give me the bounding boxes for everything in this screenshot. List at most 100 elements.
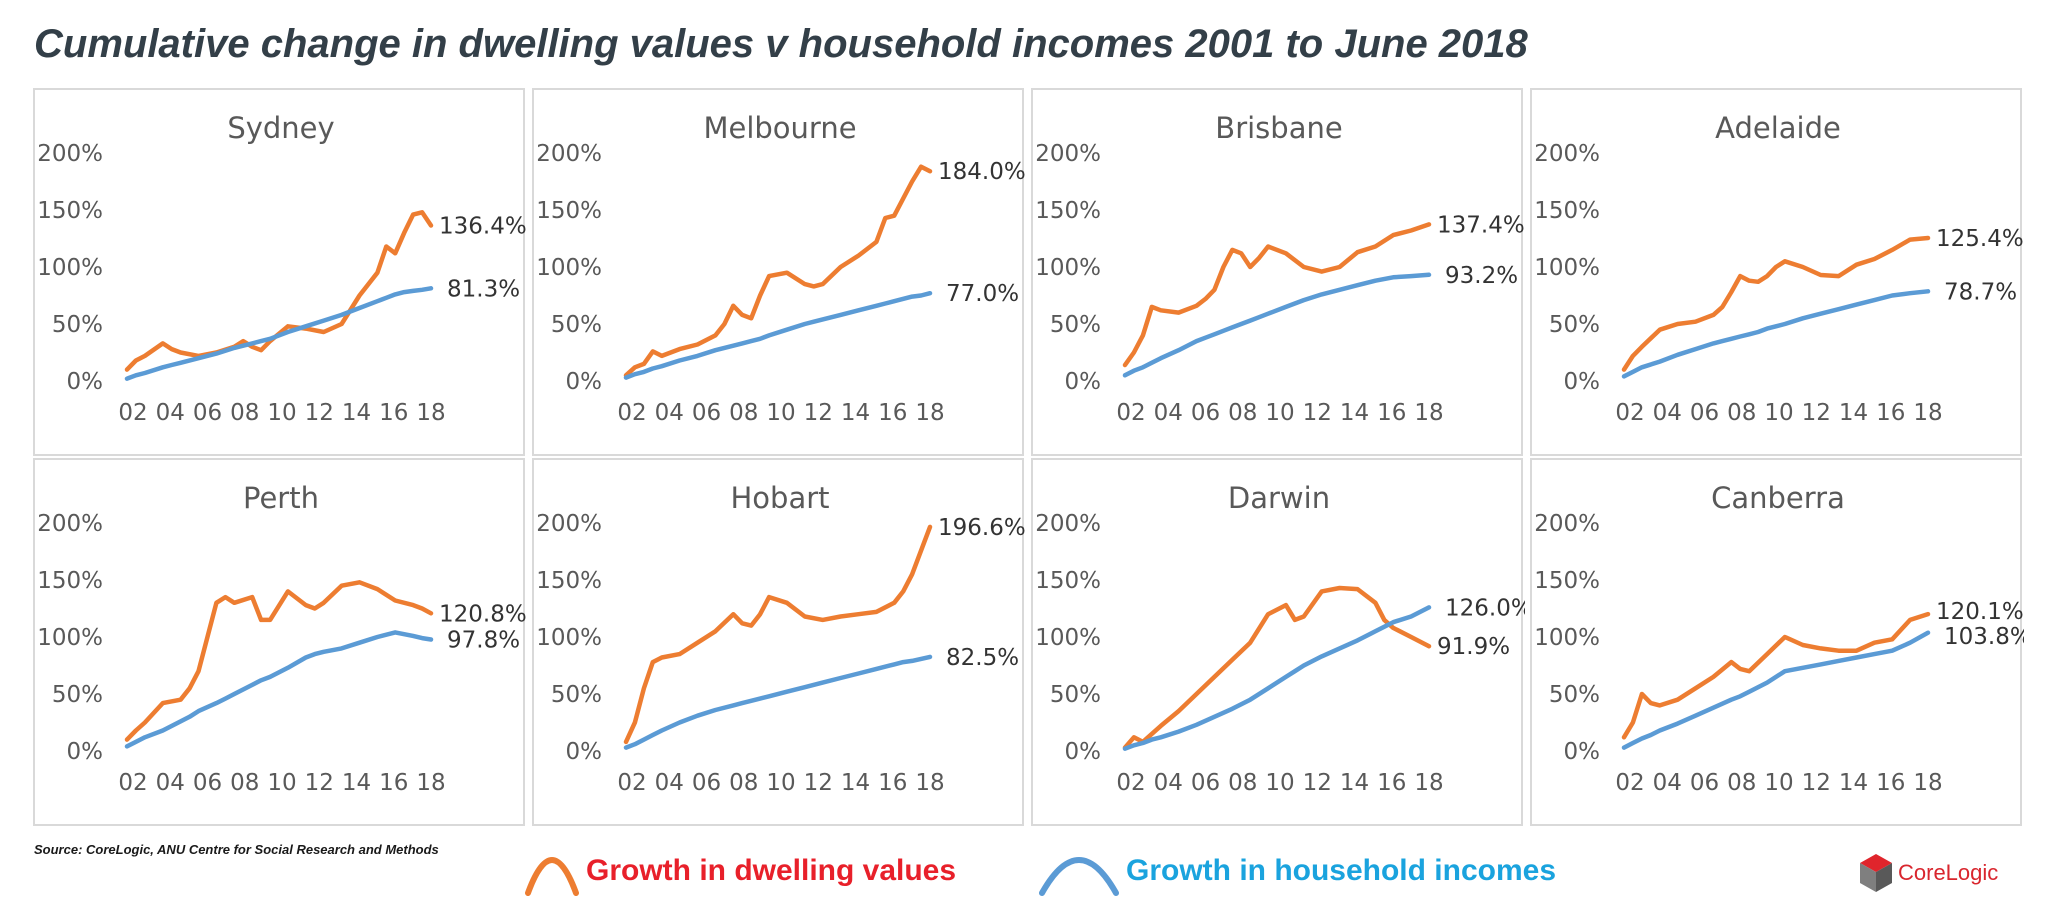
x-tick-label: 12 [804, 770, 833, 796]
y-tick-label: 0% [1065, 739, 1102, 765]
end-value-label: 91.9% [1437, 634, 1510, 660]
x-tick-label: 02 [1116, 770, 1145, 796]
y-tick-label: 0% [1065, 369, 1102, 395]
panel-title: Hobart [730, 481, 829, 515]
end-value-label: 81.3% [447, 276, 520, 302]
logo-wordmark: CoreLogic [1898, 860, 1999, 885]
y-tick-label: 200% [536, 511, 602, 537]
chart-panel-hobart: Hobart 0% 50% 100% 150% 200% 02 04 06 08 10 12 14 16 1… [532, 458, 1026, 826]
series-dwelling-values-line [623, 524, 933, 745]
y-tick-label: 50% [551, 682, 602, 708]
end-value-label: 125.4% [1936, 226, 2024, 252]
x-tick-label: 04 [1653, 770, 1682, 796]
x-tick-label: 06 [692, 770, 721, 796]
chart-panel-adelaide: Adelaide 0% 50% 100% 150% 200% 02 04 06 08 10 12 14 1… [1530, 88, 2024, 456]
y-tick-label: 50% [52, 682, 103, 708]
x-tick-label: 16 [1377, 770, 1406, 796]
x-tick-label: 08 [729, 400, 758, 426]
x-tick-label: 06 [1690, 770, 1719, 796]
x-tick-label: 10 [1764, 400, 1793, 426]
chart-canberra: Canberra 0% 50% 100% 150% 200% 02 04 06 08 10 12 14 1… [1534, 481, 2024, 796]
series-household-incomes-line [623, 654, 933, 750]
x-tick-label: 08 [1727, 400, 1756, 426]
x-tick-label: 14 [1839, 400, 1868, 426]
y-tick-label: 150% [536, 568, 602, 594]
x-tick-label: 12 [1802, 400, 1831, 426]
y-tick-label: 200% [37, 141, 103, 167]
x-tick-label: 18 [416, 400, 445, 426]
dwelling-arc-icon [525, 857, 579, 896]
x-tick-label: 10 [766, 400, 795, 426]
x-tick-label: 16 [1876, 400, 1905, 426]
x-tick-label: 02 [118, 400, 147, 426]
y-tick-label: 50% [1549, 312, 1600, 338]
x-tick-label: 18 [416, 770, 445, 796]
x-tick-label: 10 [267, 770, 296, 796]
x-tick-label: 06 [1191, 770, 1220, 796]
chart-darwin: Darwin 0% 50% 100% 150% 200% 02 04 06 08 10 12 14 16 1… [1035, 481, 1525, 796]
x-tick-label: 02 [1615, 400, 1644, 426]
y-tick-label: 50% [1050, 312, 1101, 338]
series-dwelling-values-line [124, 210, 434, 372]
end-value-label: 136.4% [439, 214, 527, 240]
y-tick-label: 0% [1564, 369, 1601, 395]
x-tick-label: 02 [617, 770, 646, 796]
y-tick-label: 150% [1534, 568, 1600, 594]
x-tick-label: 10 [267, 400, 296, 426]
x-tick-label: 10 [1764, 770, 1793, 796]
x-tick-label: 04 [1653, 400, 1682, 426]
x-tick-label: 16 [1377, 400, 1406, 426]
x-tick-label: 16 [379, 400, 408, 426]
y-tick-label: 200% [1035, 511, 1101, 537]
end-value-label: 97.8% [447, 628, 520, 654]
x-tick-label: 02 [617, 400, 646, 426]
x-tick-label: 12 [1802, 770, 1831, 796]
series-dwelling-values-line [124, 580, 434, 742]
y-tick-label: 150% [536, 198, 602, 224]
x-tick-label: 18 [915, 770, 944, 796]
x-tick-label: 04 [655, 770, 684, 796]
x-tick-label: 04 [1154, 400, 1183, 426]
series-household-incomes-line [124, 630, 434, 749]
legend-item-income: Growth in household incomes [1038, 846, 1556, 896]
legend-label-income: Growth in household incomes [1126, 854, 1557, 887]
x-tick-label: 16 [379, 770, 408, 796]
y-tick-label: 100% [37, 255, 103, 281]
chart-panel-canberra: Canberra 0% 50% 100% 150% 200% 02 04 06 08 10 12 14 1… [1530, 458, 2024, 826]
x-tick-label: 12 [305, 400, 334, 426]
x-tick-label: 02 [1615, 770, 1644, 796]
x-tick-label: 14 [841, 400, 870, 426]
x-tick-label: 08 [1228, 400, 1257, 426]
x-tick-label: 18 [1913, 770, 1942, 796]
y-tick-label: 200% [1534, 511, 1600, 537]
y-tick-label: 100% [1035, 255, 1101, 281]
legend-item-dwelling: Growth in dwelling values [524, 846, 956, 896]
x-tick-label: 04 [156, 400, 185, 426]
x-tick-label: 16 [878, 770, 907, 796]
chart-adelaide: Adelaide 0% 50% 100% 150% 200% 02 04 06 08 10 12 14 1… [1534, 111, 2024, 426]
x-tick-label: 14 [1839, 770, 1868, 796]
x-tick-label: 04 [1154, 770, 1183, 796]
end-value-label: 137.4% [1437, 212, 1525, 238]
x-tick-label: 18 [915, 400, 944, 426]
chart-panel-melbourne: Melbourne 0% 50% 100% 150% 200% 02 04 06 08 10 12 14… [532, 88, 1026, 456]
end-value-label: 103.8% [1944, 624, 2024, 650]
x-tick-label: 06 [692, 400, 721, 426]
x-tick-label: 12 [804, 400, 833, 426]
y-tick-label: 0% [566, 369, 603, 395]
x-tick-label: 08 [230, 400, 259, 426]
x-tick-label: 02 [118, 770, 147, 796]
series-dwelling-values-line [1122, 585, 1432, 750]
x-tick-label: 12 [305, 770, 334, 796]
y-tick-label: 50% [52, 312, 103, 338]
x-tick-label: 12 [1303, 770, 1332, 796]
panel-title: Adelaide [1715, 111, 1841, 145]
x-tick-label: 16 [878, 400, 907, 426]
panel-title: Brisbane [1215, 111, 1342, 145]
chart-panel-sydney: Sydney 0% 50% 100% 150% 200% 02 04 06 08 10 12 14 16 1… [33, 88, 527, 456]
legend-label-dwelling: Growth in dwelling values [586, 854, 957, 887]
y-tick-label: 200% [1534, 141, 1600, 167]
chart-melbourne: Melbourne 0% 50% 100% 150% 200% 02 04 06 08 10 12 14… [536, 111, 1025, 426]
y-tick-label: 0% [67, 739, 104, 765]
end-value-label: 77.0% [946, 281, 1019, 307]
